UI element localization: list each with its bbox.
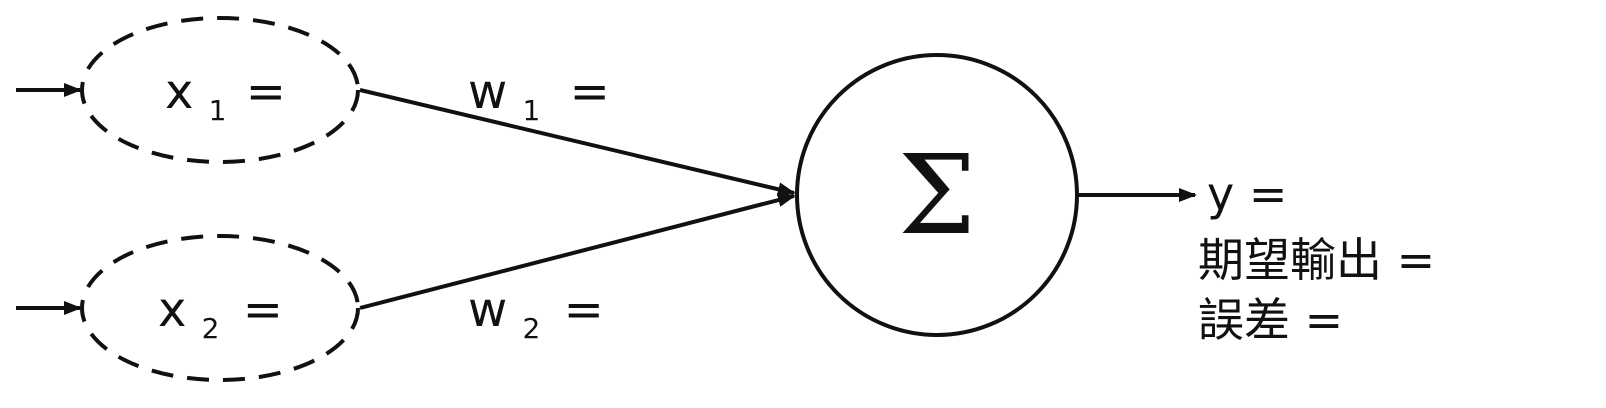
weight-var-1: w [468,64,507,120]
input-node-2: x 2 = [16,234,360,382]
weight-eq-1: = [570,64,610,120]
weight-eq-2: = [564,282,604,338]
input-ellipse-2 [80,234,360,382]
weight-edge-2 [359,193,796,310]
input-eq-1: = [246,64,286,120]
weight-edge-1 [359,88,796,197]
neuron-circle [795,53,1079,337]
output-y-label: y = [1207,167,1287,221]
svg-text:w 1 =: w 1 = [468,64,610,132]
expected-output-label: 期望輸出 = [1198,233,1435,287]
weight-var-2: w [468,282,507,338]
summation-neuron: Σ [795,53,1079,337]
input-var-2: x [158,282,186,338]
weight-sub-1: 1 [523,94,541,127]
input-var-1: x [165,64,193,120]
weight-sub-2: 2 [523,312,541,345]
input-ellipse-1 [80,16,360,164]
svg-text:w 2 =: w 2 = [468,282,604,350]
input-sub-1: 1 [209,94,227,127]
input-eq-2: = [243,282,283,338]
input-node-1: x 1 = [16,16,360,164]
input-sub-2: 2 [202,312,220,345]
svg-text:x 1 =: x 1 = [165,64,286,132]
error-label: 誤差 = [1198,293,1343,347]
sigma-symbol: Σ [898,131,976,259]
svg-text:x 2 =: x 2 = [158,282,283,350]
